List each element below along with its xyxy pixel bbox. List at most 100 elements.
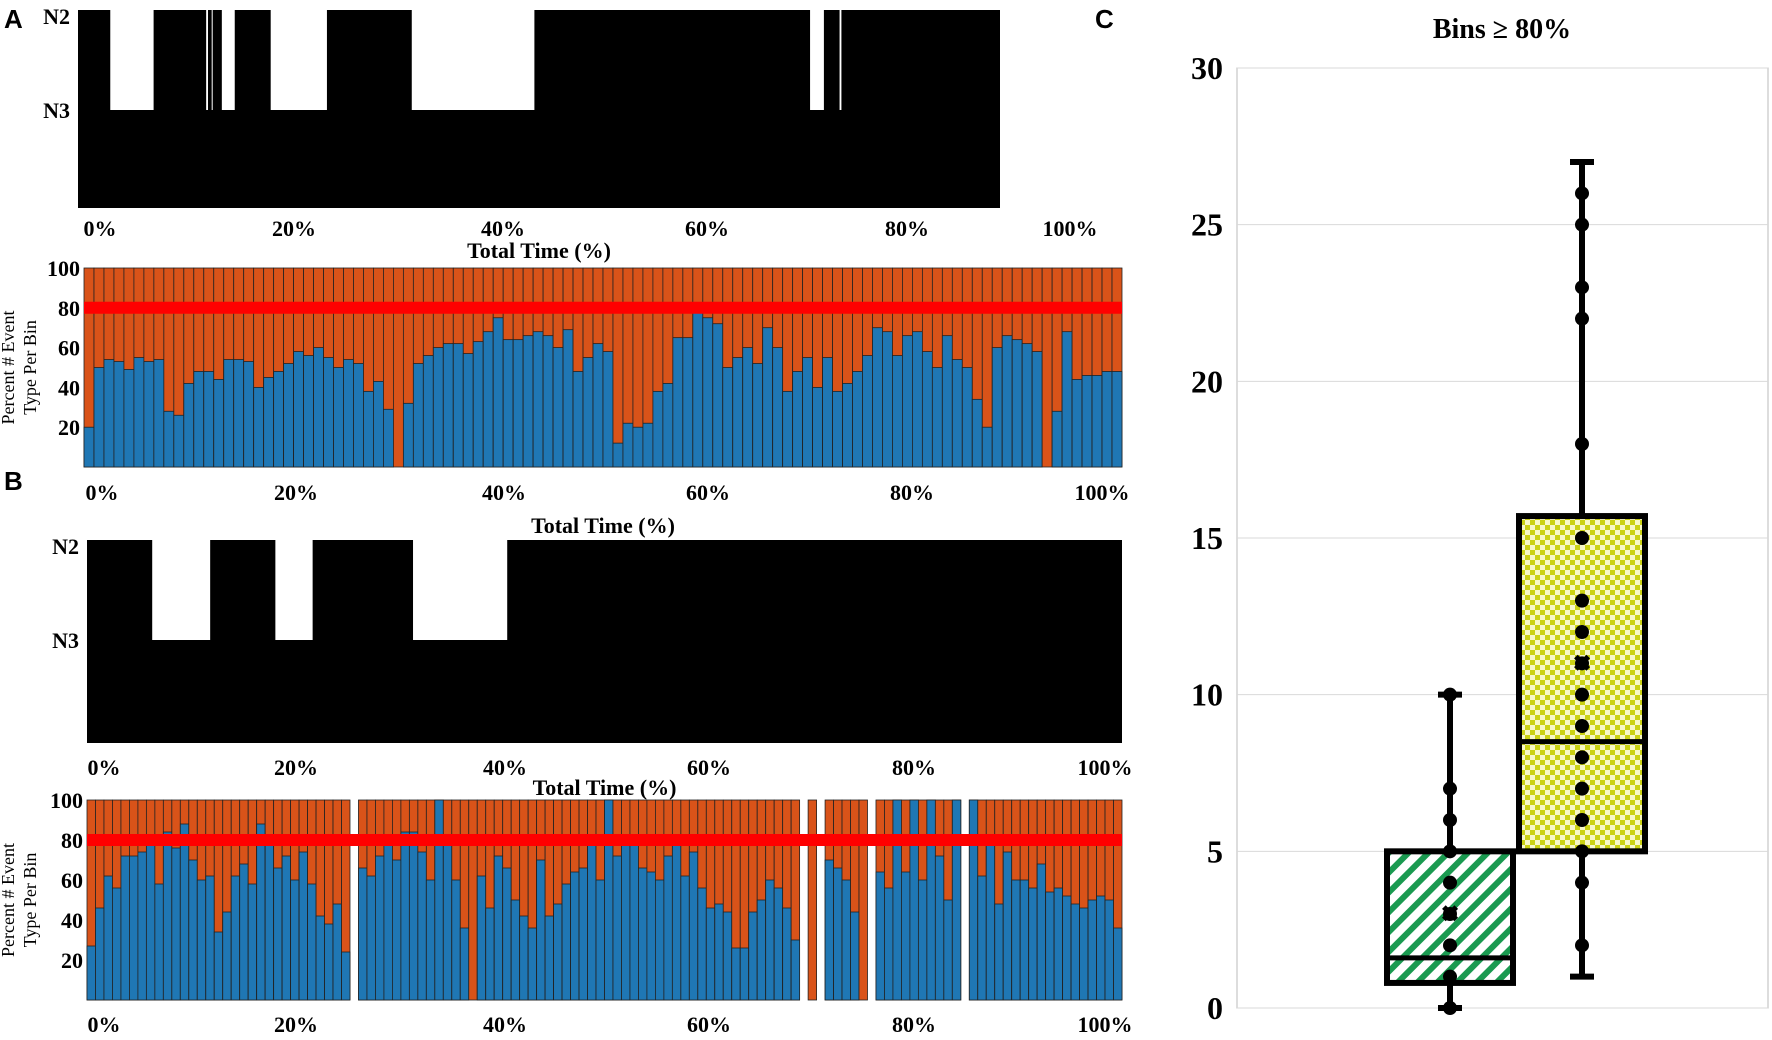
a-xtick-label: 60% [686,480,730,505]
b-bar-blue [1019,879,1030,1001]
b-bar-blue [629,843,639,1001]
b-bar-blue [1087,899,1097,1001]
a-bar-blue [402,402,414,468]
b-bar-blue [731,947,741,1001]
a-ytick-label: 60 [58,336,80,361]
a-bar-blue [203,371,215,468]
a-hypnogram-n2-segment [206,10,209,110]
b-bar-blue [977,875,987,1001]
b-bar-blue [901,871,911,1001]
b-bar-blue [86,945,96,1001]
a-bar-blue [552,347,564,468]
b-bar-blue [332,903,342,1001]
c-data-point [1443,907,1457,921]
a-bar-blue [213,379,225,468]
b-bar-blue [408,831,419,1001]
b-bar-blue [1028,887,1038,1001]
a-hypnogram-n2-segment [110,10,154,110]
b-xtick-label: 80% [892,1012,936,1037]
c-data-point [1443,969,1457,984]
a-ylabel: Type Per Bin [20,320,40,415]
a-ytick-label: 100 [47,256,80,281]
a-bar-blue [592,343,604,468]
c-data-point [1575,781,1589,796]
b-bar-blue [324,923,334,1001]
a-bar-blue [373,381,384,468]
b-xtick-label: 40% [483,755,527,780]
a-hypnogram-n2-segment [211,10,213,110]
a-xtick-label: 80% [890,480,934,505]
a-bar-blue [103,359,115,468]
a-bar-blue [143,361,155,468]
a-bar-blue [243,361,255,468]
a-bar-blue [971,398,983,468]
a-bar-blue [532,331,544,468]
c-data-point [1575,656,1589,671]
c-ytick-label: 10 [1191,677,1223,713]
c-data-point [1575,844,1589,859]
c-ytick-label: 0 [1207,990,1223,1026]
a-xtick-label: 100% [1043,216,1098,241]
c-ytick-label: 5 [1207,833,1223,869]
a-bar-blue [662,383,674,468]
b-ylabel: Type Per Bin [20,853,40,948]
b-bar-blue [179,823,190,1001]
a-bar-blue [1001,335,1013,468]
b-bar-blue [341,951,351,1001]
a-bar-blue [772,347,784,468]
c-data-point [1575,311,1589,326]
b-bar-blue [850,911,860,1001]
b-bar-blue [688,851,699,1001]
c-data-point [1575,437,1589,451]
b-bar-blue [1113,927,1123,1001]
b-bar-blue [273,867,283,1001]
b-bar-blue [621,843,631,1001]
a-bar-blue [1051,410,1063,468]
b-bar-blue [392,859,402,1001]
a-bar-blue [1021,343,1033,468]
c-title: Bins ≥ 80% [1433,14,1571,45]
a-xtick-label: 0% [86,480,119,505]
b-bar-blue [120,855,130,1001]
b-bar-blue [1079,907,1089,1001]
a-bar-blue [692,311,704,468]
a-bar-blue [313,347,324,468]
a-bar-orange [393,267,404,468]
a-hypnogram-n2-segment [221,10,235,110]
b-ytick-label: 20 [61,948,83,973]
b-bar-blue [307,883,317,1001]
b-bar-blue [917,879,928,1001]
b-bar-blue [95,907,105,1001]
b-bar-blue [1036,863,1047,1001]
a-bar-blue [93,367,105,468]
b-bar-blue [943,899,953,1001]
b-bar-blue [833,867,843,1001]
b-xtick-label: 20% [274,1012,318,1037]
b-bar-blue [655,879,665,1001]
a-bar-blue [912,331,923,468]
a-bar-blue [283,363,294,468]
a-bar-blue [383,408,394,468]
a-bar-blue [1071,379,1083,468]
b-xtick-label: 100% [1078,755,1133,780]
c-mean-marker: ✖ [1440,900,1460,928]
a-bar-blue [682,337,694,468]
c-data-point [1575,813,1589,827]
b-bar-blue [400,831,410,1001]
a-bar-orange [612,267,624,468]
a-bar-blue [842,383,853,468]
c-data-point [1575,217,1589,232]
a-xtick-label: 0% [84,216,117,241]
b-bar-blue [256,823,266,1001]
c-data-point [1575,750,1589,765]
b-bar-blue [884,887,894,1001]
c-data-point [1575,687,1589,702]
b-xtick-label: 60% [687,755,731,780]
b-bar-blue [527,927,538,1001]
c-mean-marker: ✖ [1572,649,1592,677]
a-ytick-label: 20 [58,415,80,440]
a-bar-blue [303,355,314,468]
a-bar-blue [1081,375,1093,468]
b-bar-blue [298,851,308,1001]
